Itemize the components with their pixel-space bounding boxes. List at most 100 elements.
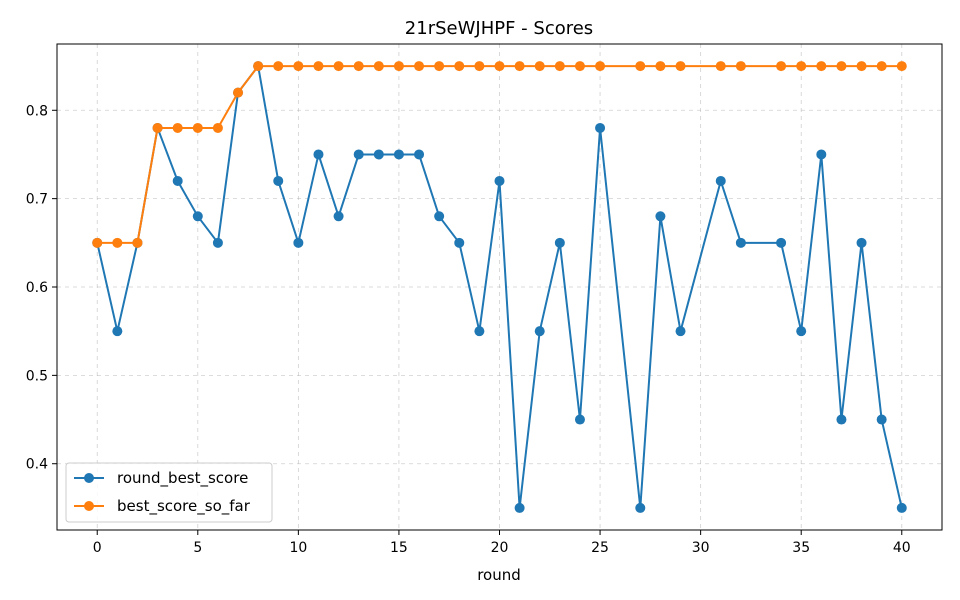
- data-point-round_best_score: [434, 211, 445, 222]
- x-tick-label: 0: [93, 540, 102, 556]
- data-point-round_best_score: [896, 502, 907, 513]
- x-tick-label: 25: [591, 540, 609, 556]
- data-point-best_score_so_far: [112, 237, 123, 248]
- data-point-best_score_so_far: [273, 61, 284, 72]
- data-point-best_score_so_far: [715, 61, 726, 72]
- x-tick-label: 5: [193, 540, 202, 556]
- data-point-best_score_so_far: [836, 61, 847, 72]
- data-point-best_score_so_far: [233, 87, 244, 98]
- data-point-best_score_so_far: [132, 237, 143, 248]
- data-point-round_best_score: [635, 502, 646, 513]
- y-tick-label: 0.5: [26, 368, 48, 384]
- data-point-round_best_score: [474, 326, 485, 337]
- data-point-best_score_so_far: [253, 61, 264, 72]
- data-point-round_best_score: [514, 502, 525, 513]
- data-point-round_best_score: [212, 237, 223, 248]
- data-point-round_best_score: [876, 414, 887, 425]
- data-point-round_best_score: [273, 175, 284, 186]
- data-point-best_score_so_far: [514, 61, 525, 72]
- legend-label: round_best_score: [117, 469, 248, 488]
- series-line-best_score_so_far: [97, 65, 902, 244]
- x-tick-label: 30: [692, 540, 710, 556]
- data-point-best_score_so_far: [152, 122, 163, 133]
- data-point-round_best_score: [494, 175, 505, 186]
- y-tick-label: 0.8: [26, 103, 48, 119]
- data-point-round_best_score: [816, 149, 827, 160]
- x-tick-label: 20: [491, 540, 509, 556]
- x-tick-label: 10: [289, 540, 307, 556]
- data-point-best_score_so_far: [293, 61, 304, 72]
- data-point-round_best_score: [655, 211, 666, 222]
- data-point-best_score_so_far: [735, 61, 746, 72]
- x-tick-label: 40: [893, 540, 911, 556]
- data-point-best_score_so_far: [675, 61, 686, 72]
- data-point-best_score_so_far: [816, 61, 827, 72]
- data-point-round_best_score: [393, 149, 404, 160]
- series-best_score_so_far: [92, 61, 907, 248]
- legend-box: [65, 462, 273, 523]
- data-point-best_score_so_far: [896, 61, 907, 72]
- series-line-round_best_score: [96, 65, 903, 509]
- data-point-round_best_score: [574, 414, 585, 425]
- legend-swatch-marker: [84, 473, 94, 483]
- data-point-best_score_so_far: [534, 61, 545, 72]
- data-point-best_score_so_far: [574, 61, 585, 72]
- data-point-round_best_score: [856, 237, 867, 248]
- data-point-round_best_score: [836, 414, 847, 425]
- data-point-round_best_score: [776, 237, 787, 248]
- data-point-round_best_score: [414, 149, 425, 160]
- data-point-best_score_so_far: [373, 61, 384, 72]
- data-point-best_score_so_far: [595, 61, 606, 72]
- x-tick-label: 15: [390, 540, 408, 556]
- data-point-round_best_score: [595, 122, 606, 133]
- data-point-round_best_score: [293, 237, 304, 248]
- data-point-best_score_so_far: [434, 61, 445, 72]
- data-point-round_best_score: [534, 326, 545, 337]
- data-point-best_score_so_far: [353, 61, 364, 72]
- data-point-round_best_score: [554, 237, 565, 248]
- data-point-round_best_score: [454, 237, 465, 248]
- y-tick-label: 0.4: [26, 457, 48, 473]
- data-point-best_score_so_far: [414, 61, 425, 72]
- data-point-best_score_so_far: [92, 237, 103, 248]
- data-point-best_score_so_far: [192, 122, 203, 133]
- x-tick-label: 35: [792, 540, 810, 556]
- data-point-best_score_so_far: [212, 122, 223, 133]
- x-axis-label: round: [477, 566, 521, 584]
- series-round_best_score: [92, 61, 907, 513]
- legend-items: round_best_score best_score_so_far: [74, 469, 251, 516]
- axis-ticks: 0 5 10 15 20 25 30 35 40 0.4 0.5 0.6 0.7 0.8: [26, 103, 911, 556]
- data-point-round_best_score: [796, 326, 807, 337]
- data-point-best_score_so_far: [393, 61, 404, 72]
- data-point-round_best_score: [715, 175, 726, 186]
- data-point-best_score_so_far: [454, 61, 465, 72]
- series-layer: [92, 61, 907, 513]
- data-point-best_score_so_far: [554, 61, 565, 72]
- grid: [57, 44, 942, 530]
- data-point-round_best_score: [172, 175, 183, 186]
- data-point-best_score_so_far: [313, 61, 324, 72]
- data-point-round_best_score: [735, 237, 746, 248]
- data-point-best_score_so_far: [333, 61, 344, 72]
- y-tick-label: 0.7: [26, 192, 48, 208]
- data-point-best_score_so_far: [856, 61, 867, 72]
- legend-swatch-marker: [84, 501, 94, 511]
- data-point-best_score_so_far: [776, 61, 787, 72]
- data-point-best_score_so_far: [655, 61, 666, 72]
- data-point-best_score_so_far: [796, 61, 807, 72]
- data-point-best_score_so_far: [494, 61, 505, 72]
- data-point-round_best_score: [112, 326, 123, 337]
- legend: round_best_score best_score_so_far: [65, 462, 273, 523]
- legend-label: best_score_so_far: [117, 497, 251, 516]
- data-point-round_best_score: [373, 149, 384, 160]
- data-point-round_best_score: [192, 211, 203, 222]
- data-point-round_best_score: [353, 149, 364, 160]
- y-tick-label: 0.6: [26, 280, 48, 296]
- data-point-round_best_score: [675, 326, 686, 337]
- chart-title: 21rSeWJHPF - Scores: [405, 18, 593, 39]
- data-point-best_score_so_far: [876, 61, 887, 72]
- data-point-best_score_so_far: [474, 61, 485, 72]
- data-point-best_score_so_far: [172, 122, 183, 133]
- data-point-round_best_score: [313, 149, 324, 160]
- data-point-round_best_score: [333, 211, 344, 222]
